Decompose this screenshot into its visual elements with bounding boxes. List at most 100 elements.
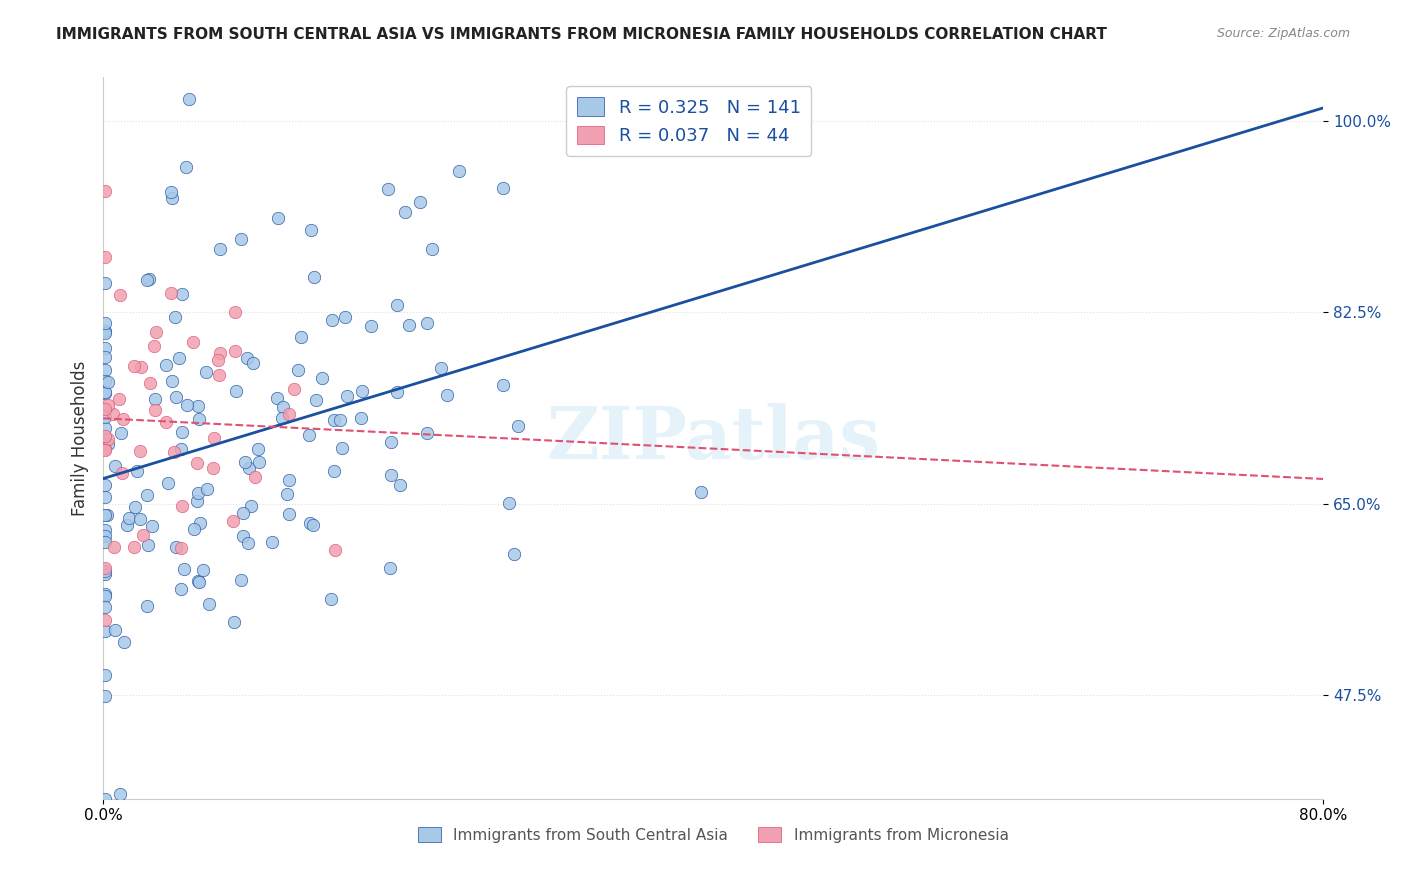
Point (176, 398, 198, 412)
Legend: R = 0.325   N = 141, R = 0.037   N = 44: R = 0.325 N = 141, R = 0.037 N = 44 (567, 87, 811, 156)
Point (138, 376, 160, 391)
Point (283, 382, 305, 396)
Point (97, 432, 120, 446)
Point (377, 182, 399, 196)
Point (93, 410, 115, 425)
Point (93, 402, 115, 417)
Point (201, 461, 224, 475)
Point (429, 361, 451, 376)
Point (416, 316, 439, 330)
Point (115, 518, 138, 533)
Point (225, 384, 247, 399)
Point (108, 787, 131, 801)
Point (93, 429, 115, 443)
Point (380, 468, 402, 483)
Point (145, 325, 167, 339)
Point (247, 455, 270, 469)
Point (243, 469, 266, 483)
Point (93, 689, 115, 703)
Point (93, 523, 115, 537)
Point (287, 362, 309, 376)
Point (135, 599, 157, 613)
Point (173, 562, 195, 576)
Point (208, 368, 231, 383)
Point (193, 563, 215, 577)
Point (169, 582, 191, 596)
Point (156, 475, 179, 490)
Point (398, 318, 420, 333)
Point (93, 624, 115, 639)
Point (350, 384, 373, 399)
Point (436, 388, 458, 402)
Point (93, 791, 115, 805)
Point (186, 456, 208, 470)
Point (195, 365, 218, 379)
Point (387, 384, 409, 399)
Point (93, 324, 115, 338)
Point (388, 478, 411, 492)
Point (321, 592, 343, 607)
Point (93, 442, 115, 457)
Point (160, 185, 183, 199)
Point (107, 392, 129, 406)
Point (187, 399, 209, 413)
Point (111, 467, 134, 481)
Point (332, 441, 354, 455)
Point (247, 442, 270, 456)
Point (143, 339, 166, 353)
Text: ZIPatlas: ZIPatlas (546, 402, 880, 474)
Point (93, 564, 115, 578)
Point (172, 425, 194, 439)
Point (221, 514, 243, 528)
Point (420, 242, 443, 256)
Point (186, 494, 208, 508)
Point (202, 431, 225, 445)
Point (266, 391, 288, 405)
Point (160, 285, 183, 300)
Point (492, 180, 515, 194)
Point (93, 490, 115, 504)
Point (122, 541, 145, 555)
Point (155, 415, 177, 429)
Point (233, 455, 256, 469)
Point (93, 442, 115, 457)
Point (96, 508, 118, 522)
Point (305, 392, 328, 407)
Point (222, 615, 245, 629)
Point (93, 326, 115, 341)
Point (93, 341, 115, 355)
Point (183, 334, 205, 349)
Point (207, 353, 229, 368)
Point (187, 575, 209, 590)
Point (93, 421, 115, 435)
Point (104, 459, 127, 474)
Point (229, 232, 252, 246)
Point (93, 250, 115, 264)
Point (187, 411, 209, 425)
Point (502, 547, 524, 561)
Point (491, 378, 513, 392)
Point (322, 464, 344, 478)
Point (208, 345, 231, 359)
Point (122, 359, 145, 373)
Point (97, 437, 120, 451)
Point (416, 425, 439, 440)
Point (93, 508, 115, 522)
Point (378, 561, 401, 575)
Point (162, 191, 184, 205)
Point (165, 310, 187, 324)
Point (236, 536, 259, 550)
Point (103, 541, 125, 555)
Point (93, 184, 115, 198)
Point (155, 358, 177, 372)
Point (690, 484, 713, 499)
Point (138, 272, 160, 286)
Point (302, 518, 325, 533)
Point (336, 389, 359, 403)
Point (177, 92, 200, 106)
Point (277, 507, 299, 521)
Point (267, 211, 290, 226)
Point (240, 500, 263, 514)
Point (169, 351, 191, 366)
Point (124, 500, 146, 514)
